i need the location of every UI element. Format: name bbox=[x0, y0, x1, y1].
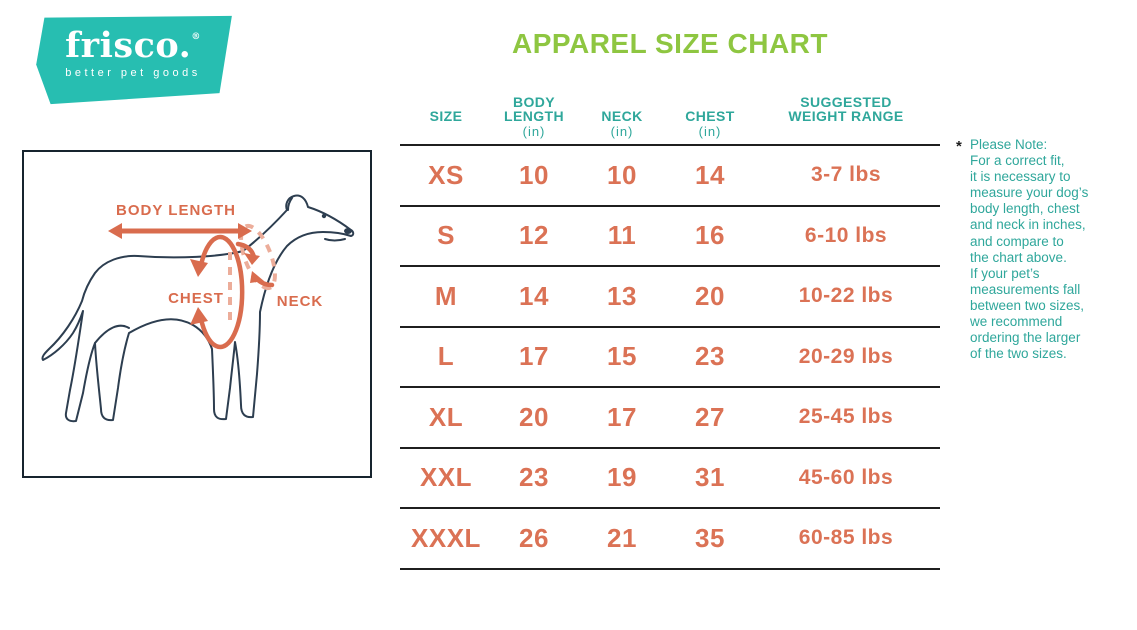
registered-mark: ® bbox=[191, 32, 201, 42]
note-line: For a correct fit, bbox=[970, 153, 1065, 169]
note-line: If your pet’s bbox=[970, 265, 1040, 281]
table-row-l: L 17 15 23 20-29 lbs bbox=[400, 325, 940, 387]
note-line: and neck in inches, bbox=[970, 217, 1086, 233]
chest-measure-ellipse bbox=[198, 234, 245, 350]
note-line: it is necessary to bbox=[970, 169, 1071, 185]
dog-measurement-diagram: BODY LENGTH CHEST NECK bbox=[22, 150, 372, 478]
chest-label: CHEST bbox=[168, 290, 224, 307]
body-length-label: BODY LENGTH bbox=[116, 202, 236, 219]
page-title: APPAREL SIZE CHART bbox=[512, 28, 828, 59]
col-header-size: SIZE bbox=[429, 108, 463, 125]
note-line: measurements fall bbox=[970, 281, 1081, 297]
dog-diagram-svg: BODY LENGTH CHEST NECK bbox=[41, 194, 355, 423]
neck-arrowhead-bottom bbox=[250, 271, 264, 283]
note-line: body length, chest bbox=[970, 201, 1080, 217]
note-line: ordering the larger bbox=[970, 330, 1081, 346]
size-table-header: SIZE BODY LENGTH (in) NECK (in) CHEST (i… bbox=[400, 80, 940, 144]
size-table: SIZE BODY LENGTH (in) NECK (in) CHEST (i… bbox=[400, 80, 940, 570]
note-line: Please Note: bbox=[970, 137, 1048, 152]
frisco-tagline: better pet goods bbox=[65, 67, 201, 79]
col-header-weight-range: SUGGESTED WEIGHT RANGE bbox=[788, 93, 904, 125]
dog-eye bbox=[321, 213, 327, 219]
neck-arrowhead-top bbox=[244, 253, 260, 265]
note-line: the chart above. bbox=[970, 249, 1067, 265]
body-length-arrowhead-left bbox=[108, 223, 122, 239]
col-header-body-length: BODY LENGTH (in) bbox=[504, 93, 564, 139]
dog-mouth-line bbox=[324, 238, 346, 242]
table-row-m: M 14 13 20 10-22 lbs bbox=[400, 265, 940, 326]
note-line: and compare to bbox=[970, 233, 1064, 249]
table-row-xxxl: XXXL 26 21 35 60-85 lbs bbox=[400, 507, 940, 568]
chest-arrowhead-down bbox=[190, 259, 208, 277]
frisco-brand-text: frisco. bbox=[65, 25, 192, 66]
table-row-s: S 12 11 16 6-10 lbs bbox=[400, 204, 940, 266]
col-header-neck: NECK (in) bbox=[601, 108, 643, 139]
neck-label: NECK bbox=[277, 293, 324, 310]
size-table-body: XS 10 10 14 3-7 lbs S 12 11 16 6-10 lbs … bbox=[400, 144, 940, 570]
note-asterisk: * bbox=[956, 138, 962, 155]
body-length-arrowhead-right bbox=[238, 223, 252, 239]
fit-note: * Please Note: For a correct fit, it is … bbox=[956, 137, 1131, 362]
note-line: we recommend bbox=[970, 314, 1063, 330]
table-row-xxl: XXL 23 19 31 45-60 lbs bbox=[400, 446, 940, 508]
chest-arrowhead-up bbox=[190, 307, 208, 325]
note-line: of the two sizes. bbox=[970, 346, 1067, 362]
dog-thigh-line bbox=[94, 324, 130, 344]
dog-nose bbox=[344, 228, 352, 234]
dog-outline bbox=[41, 194, 355, 423]
frisco-wordmark: frisco.® bbox=[36, 25, 232, 66]
dog-ear-inner-line bbox=[287, 197, 293, 211]
note-line: between two sizes, bbox=[970, 297, 1085, 313]
col-header-chest: CHEST (in) bbox=[685, 108, 735, 139]
note-text: Please Note: For a correct fit, it is ne… bbox=[970, 137, 1131, 362]
note-line: measure your dog’s bbox=[970, 185, 1089, 201]
frisco-logo-banner: frisco.® better pet goods bbox=[36, 15, 232, 105]
table-row-xl: XL 20 17 27 25-45 lbs bbox=[400, 386, 940, 447]
table-row-xs: XS 10 10 14 3-7 lbs bbox=[400, 144, 940, 205]
neck-measure-ellipse bbox=[239, 223, 277, 291]
